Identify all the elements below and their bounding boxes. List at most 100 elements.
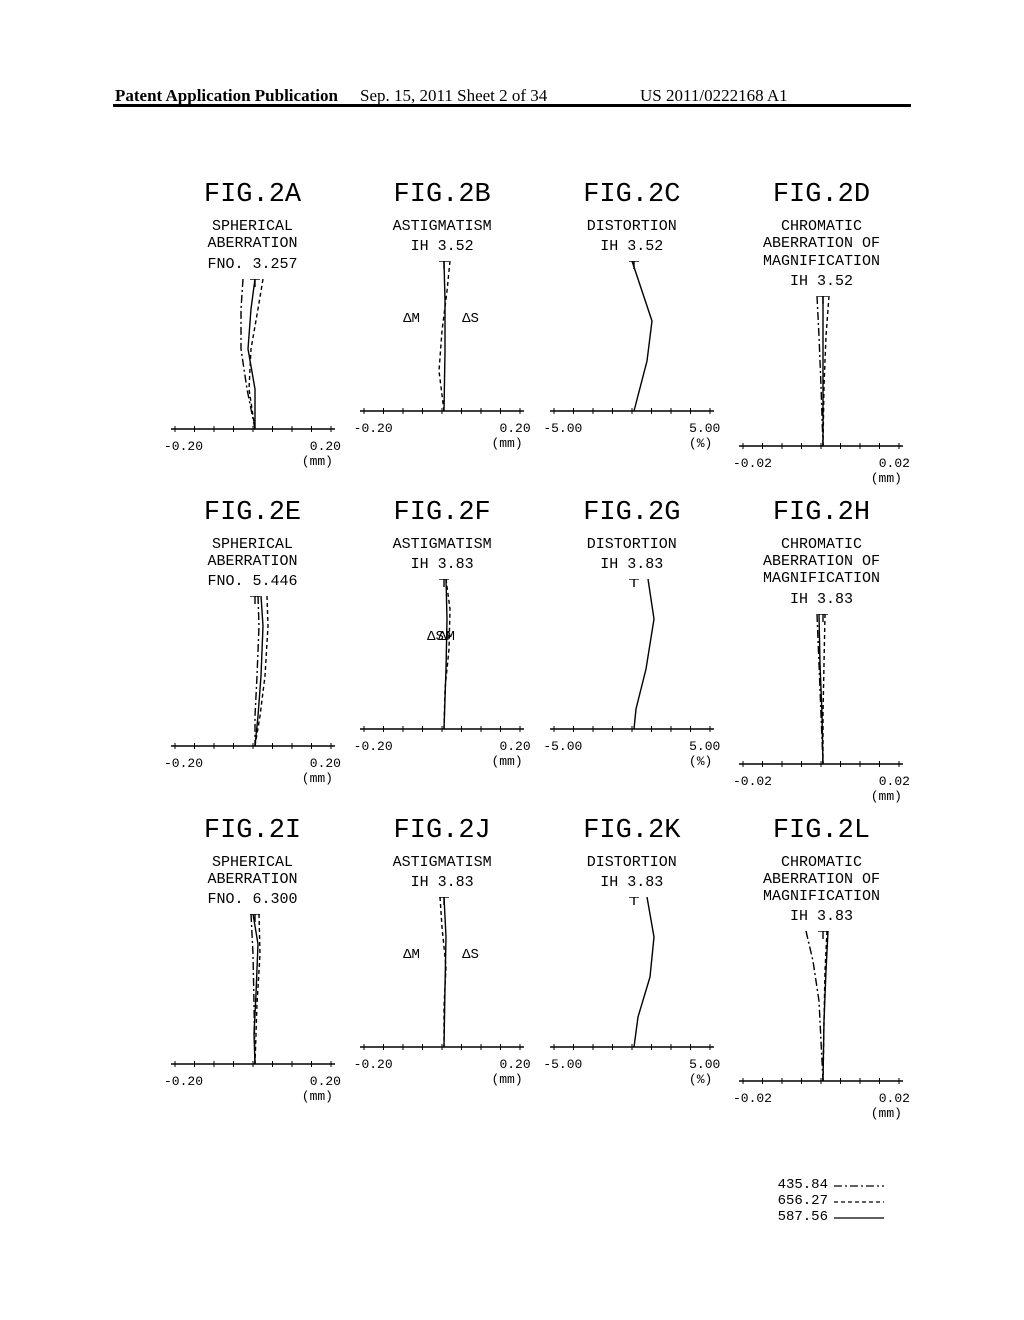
chart-title: ASTIGMATISM xyxy=(393,536,492,553)
chart-title: ASTIGMATISM xyxy=(393,854,492,871)
chart-title: CHROMATIC ABERRATION OF MAGNIFICATION xyxy=(763,536,880,588)
header-left: Patent Application Publication xyxy=(115,86,338,106)
chart-svg-wrap xyxy=(731,296,911,456)
chart-cell: FIG.2LCHROMATIC ABERRATION OF MAGNIFICAT… xyxy=(729,816,914,1122)
axis-min: -5.00 xyxy=(543,739,582,754)
delta-s-label: ΔS xyxy=(462,947,479,963)
chart-subtitle: IH 3.83 xyxy=(411,874,474,891)
axis-max: 0.02 xyxy=(879,774,910,789)
chart-subtitle: FNO. 3.257 xyxy=(207,256,297,273)
chart-cell: FIG.2ESPHERICAL ABERRATIONFNO. 5.446-0.2… xyxy=(160,498,345,804)
axis-unit: (%) xyxy=(539,754,724,769)
chart-cell: FIG.2BASTIGMATISMIH 3.52ΔMΔS-0.200.20(mm… xyxy=(350,180,535,486)
aberration-chart xyxy=(542,579,722,739)
delta-s-label: ΔS xyxy=(427,629,444,645)
figure-label: FIG.2I xyxy=(204,816,301,846)
header-right: US 2011/0222168 A1 xyxy=(640,86,788,106)
chart-svg-wrap xyxy=(163,914,343,1074)
header-center: Sep. 15, 2011 Sheet 2 of 34 xyxy=(360,86,547,106)
aberration-chart xyxy=(163,279,343,439)
axis-range: -0.020.02 xyxy=(729,456,914,471)
axis-unit: (mm) xyxy=(160,771,345,786)
chart-svg-wrap: ΔM ΔS xyxy=(352,897,532,1057)
figure-label: FIG.2E xyxy=(204,498,301,528)
chart-title: CHROMATIC ABERRATION OF MAGNIFICATION xyxy=(763,218,880,270)
legend-row: 435.84 xyxy=(778,1177,884,1193)
axis-range: -5.00 5.00 xyxy=(539,421,724,436)
axis-range: -0.020.02 xyxy=(729,774,914,789)
figure-label: FIG.2F xyxy=(394,498,491,528)
legend-row: 587.56 xyxy=(778,1209,884,1225)
aberration-chart xyxy=(352,261,532,421)
axis-unit: (%) xyxy=(539,436,724,451)
axis-unit: (mm) xyxy=(729,471,914,486)
figure-label: FIG.2H xyxy=(773,498,870,528)
figure-label: FIG.2A xyxy=(204,180,301,210)
axis-range: -5.00 5.00 xyxy=(539,739,724,754)
chart-svg-wrap xyxy=(163,596,343,756)
aberration-chart xyxy=(731,296,911,456)
axis-max: 0.20 xyxy=(499,421,530,436)
chart-title: SPHERICAL ABERRATION xyxy=(207,854,297,889)
chart-subtitle: IH 3.52 xyxy=(790,273,853,290)
aberration-chart xyxy=(731,614,911,774)
aberration-chart xyxy=(163,914,343,1074)
chart-cell: FIG.2CDISTORTIONIH 3.52-5.005.00(%) xyxy=(539,180,724,486)
chart-cell: FIG.2FASTIGMATISMIH 3.83ΔMΔS-0.200.20(mm… xyxy=(350,498,535,804)
chart-subtitle: IH 3.83 xyxy=(411,556,474,573)
chart-svg-wrap xyxy=(542,897,722,1057)
axis-max: 0.02 xyxy=(879,456,910,471)
delta-m-label: ΔM xyxy=(403,947,420,963)
axis-range: -0.020.02 xyxy=(729,1091,914,1106)
aberration-chart xyxy=(163,596,343,756)
axis-range: -0.200.20 xyxy=(350,1057,535,1072)
header-rule xyxy=(113,104,911,107)
chart-subtitle: IH 3.83 xyxy=(600,556,663,573)
chart-subtitle: IH 3.83 xyxy=(790,908,853,925)
chart-grid: FIG.2A SPHERICAL ABERRATION FNO. 3.257 -0.2… xyxy=(160,180,914,1133)
delta-s-label: ΔS xyxy=(462,311,479,327)
axis-min: -0.20 xyxy=(354,739,393,754)
axis-max: 5.00 xyxy=(689,739,720,754)
axis-max: 0.20 xyxy=(310,439,341,454)
legend-label: 587.56 xyxy=(778,1209,828,1225)
axis-min: -5.00 xyxy=(543,421,582,436)
axis-unit: (mm) xyxy=(729,1106,914,1121)
figure-label: FIG.2B xyxy=(394,180,491,210)
axis-min: -0.20 xyxy=(354,421,393,436)
chart-cell: FIG.2J ASTIGMATISM IH 3.83 ΔM ΔS -0.200.20(mm… xyxy=(350,816,535,1122)
axis-unit: (mm) xyxy=(160,1089,345,1104)
axis-max: 5.00 xyxy=(689,421,720,436)
chart-title: SPHERICAL ABERRATION xyxy=(207,218,297,253)
chart-subtitle: FNO. 5.446 xyxy=(207,573,297,590)
chart-subtitle: IH 3.52 xyxy=(411,238,474,255)
chart-title: DISTORTION xyxy=(587,536,677,553)
chart-row: FIG.2A SPHERICAL ABERRATION FNO. 3.257 -0.2… xyxy=(160,180,914,486)
figure-label: FIG.2C xyxy=(583,180,680,210)
chart-cell: FIG.2A SPHERICAL ABERRATION FNO. 3.257 -0.2… xyxy=(160,180,345,486)
axis-unit: (%) xyxy=(539,1072,724,1087)
aberration-chart xyxy=(352,897,532,1057)
chart-cell: FIG.2KDISTORTIONIH 3.83-5.005.00(%) xyxy=(539,816,724,1122)
aberration-chart xyxy=(352,579,532,739)
chart-subtitle: IH 3.52 xyxy=(600,238,663,255)
axis-unit: (mm) xyxy=(350,436,535,451)
axis-min: -5.00 xyxy=(543,1057,582,1072)
chart-subtitle: IH 3.83 xyxy=(600,874,663,891)
figure-label: FIG.2L xyxy=(773,816,870,846)
chart-svg-wrap xyxy=(163,279,343,439)
legend-line-dash xyxy=(834,1196,884,1206)
figure-label: FIG.2G xyxy=(583,498,680,528)
legend-row: 656.27 xyxy=(778,1193,884,1209)
chart-row: FIG.2ESPHERICAL ABERRATIONFNO. 5.446-0.2… xyxy=(160,498,914,804)
aberration-chart xyxy=(731,931,911,1091)
axis-unit: (mm) xyxy=(160,454,345,469)
axis-range: -5.005.00 xyxy=(539,1057,724,1072)
chart-cell: FIG.2G DISTORTION IH 3.83 -5.00 5.00(%) xyxy=(539,498,724,804)
axis-range: -0.200.20 xyxy=(160,1074,345,1089)
figure-label: FIG.2J xyxy=(394,816,491,846)
chart-cell: FIG.2ISPHERICAL ABERRATIONFNO. 6.300-0.2… xyxy=(160,816,345,1122)
chart-svg-wrap xyxy=(731,614,911,774)
axis-min: -0.20 xyxy=(164,439,203,454)
axis-unit: (mm) xyxy=(350,1072,535,1087)
